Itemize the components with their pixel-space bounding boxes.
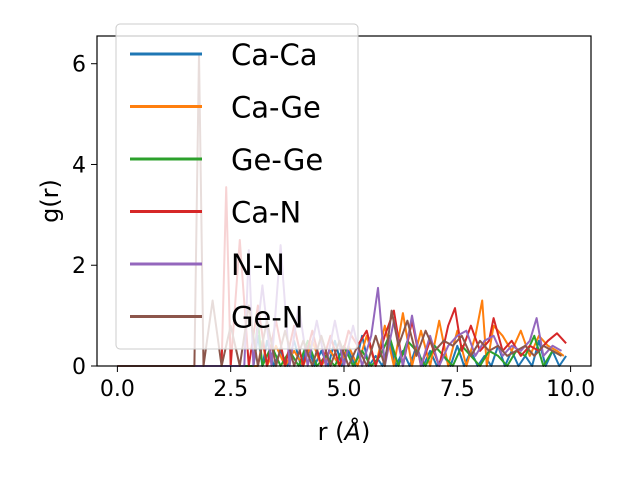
legend-label-ge-n: Ge-N [231,301,303,335]
legend-label-ca-ca: Ca-Ca [231,38,318,72]
x-axis-label: r (Å) [318,417,371,446]
y-axis: 0 2 4 6 [72,53,97,380]
series-line-ge-n [117,52,562,367]
x-tick-label: 0.0 [100,377,135,402]
y-tick-label: 2 [72,254,86,279]
x-tick-label: 10.0 [546,377,595,402]
y-tick-label: 6 [72,53,86,78]
x-tick-label: 5.0 [327,377,362,402]
x-axis: 0.0 2.5 5.0 7.5 10.0 [100,366,595,402]
legend: Ca-Ca Ca-Ge Ge-Ge Ca-N N-N Ge-N [115,23,359,350]
y-axis-label: g(r) [36,179,64,223]
legend-label-ge-ge: Ge-Ge [231,143,323,177]
legend-label-n-n: N-N [231,248,285,282]
x-tick-label: 2.5 [213,377,248,402]
y-tick-label: 4 [72,153,86,178]
legend-label-ca-n: Ca-N [231,196,301,230]
y-tick-label: 0 [72,355,86,380]
x-tick-label: 7.5 [440,377,475,402]
legend-label-ca-ge: Ca-Ge [231,91,321,125]
